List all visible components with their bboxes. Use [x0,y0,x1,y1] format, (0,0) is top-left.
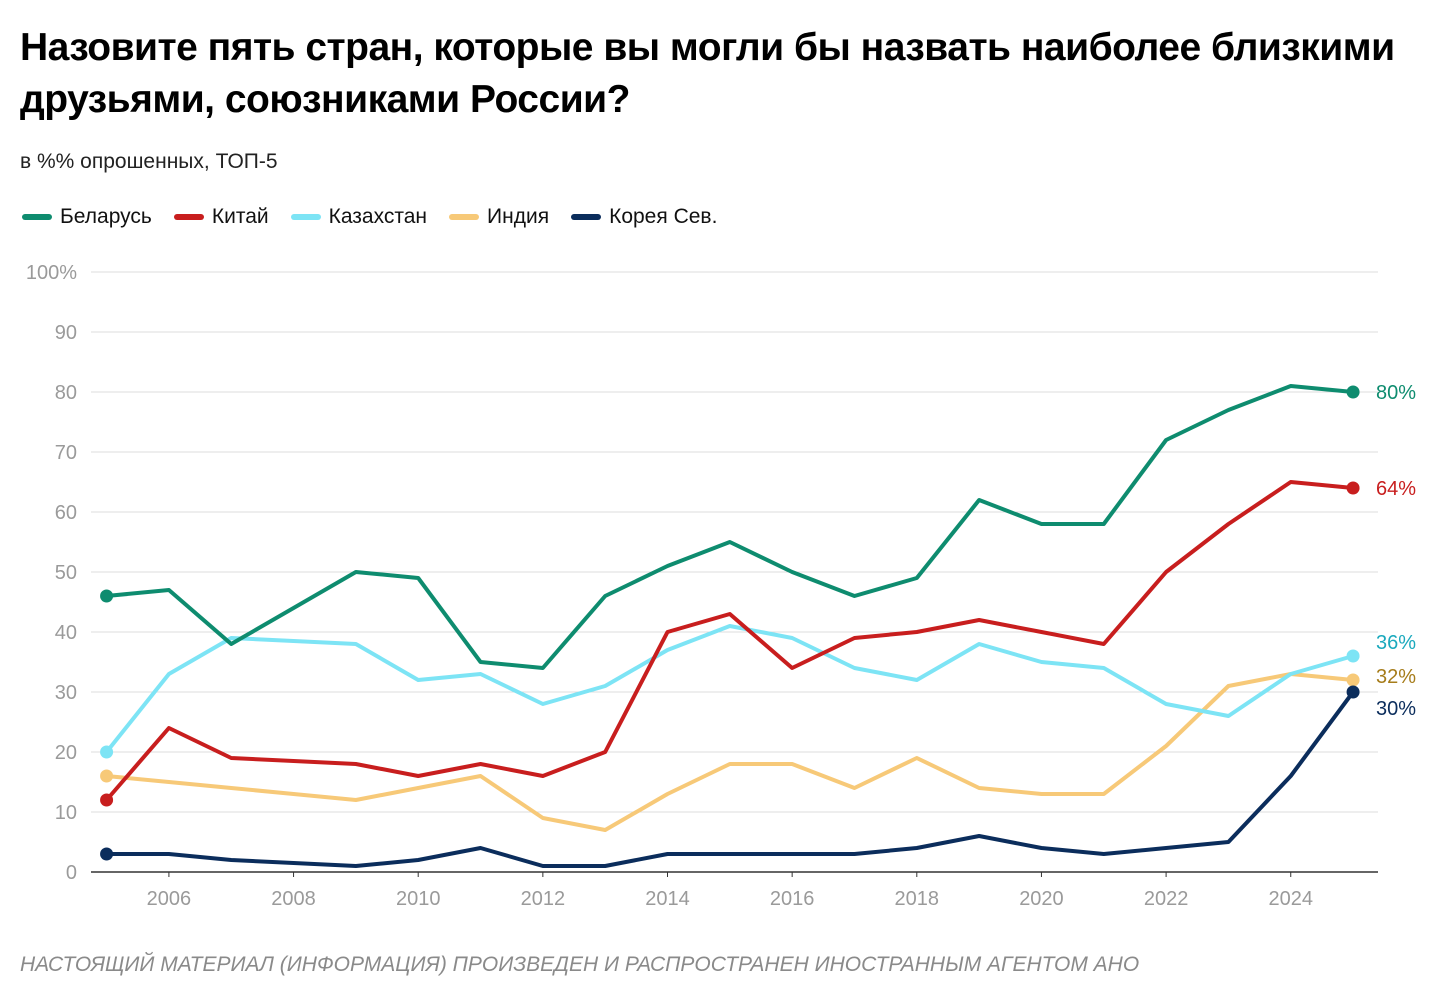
end-label-china: 64% [1376,478,1416,500]
series-line-china [104,480,1356,802]
series-line-india [104,672,1356,832]
line-chart: 0 10 20 30 40 50 60 70 80 90 100% 2006 2008 2010 2012 2… [26,262,1416,910]
x-tick-label: 2014 [645,888,690,910]
y-tick-label: 10 [55,802,77,824]
y-tick-label: 40 [55,622,77,644]
x-tick-label: 2010 [396,888,441,910]
y-tick-label: 20 [55,742,77,764]
legend-label-belarus: Беларусь [60,205,152,228]
legend-item-belarus: Беларусь [22,205,152,229]
legend-swatch-india [449,214,480,220]
end-point-india [1346,673,1360,687]
end-label-belarus: 80% [1376,382,1416,404]
y-tick-label: 60 [55,502,77,524]
x-tick-label: 2022 [1144,888,1189,910]
start-point-china [100,793,114,807]
start-point-north-korea [100,847,114,861]
legend-item-india: Индия [449,205,549,229]
start-point-belarus [100,589,114,603]
end-label-kazakhstan: 36% [1376,632,1416,654]
end-point-belarus [1346,385,1360,399]
legend-label-north-korea: Корея Сев. [609,205,718,228]
y-tick-label: 100% [26,262,77,284]
x-tick-label: 2008 [271,888,316,910]
x-tick-label: 2020 [1019,888,1064,910]
legend-label-india: Индия [487,205,550,228]
legend-item-china: Китай [173,205,269,229]
start-point-kazakhstan [100,745,114,759]
legend-swatch-belarus [22,214,52,220]
end-point-china [1346,481,1360,495]
end-label-north-korea: 30% [1376,698,1416,720]
chart-subtitle: в %% опрошенных, ТОП-5 [20,150,278,173]
legend-label-kazakhstan: Казахстан [328,205,428,228]
y-tick-label: 80 [55,382,77,404]
series-line-belarus [104,384,1356,670]
y-tick-label: 0 [66,862,77,884]
y-tick-label: 90 [55,322,77,344]
legend-swatch-north-korea [571,214,602,220]
y-tick-label: 50 [55,562,77,584]
series-line-kazakhstan [104,624,1356,754]
legend-swatch-china [173,214,204,220]
legend-item-kazakhstan: Казахстан [290,205,428,229]
start-point-india [100,769,114,783]
x-tick-label: 2018 [895,888,940,910]
y-tick-label: 70 [55,442,77,464]
legend-swatch-kazakhstan [290,214,321,220]
end-label-india: 32% [1376,666,1416,688]
y-tick-label: 30 [55,682,77,704]
foreign-agent-disclaimer: НАСТОЯЩИЙ МАТЕРИАЛ (ИНФОРМАЦИЯ) ПРОИЗВЕД… [20,953,1140,976]
x-tick-label: 2016 [770,888,815,910]
legend-label-china: Китай [211,205,269,228]
x-tick-label: 2024 [1268,888,1313,910]
series-line-north-korea [104,690,1356,868]
chart-title: Назовите пять стран, которые вы могли бы… [20,26,1395,121]
x-tick-label: 2006 [147,888,192,910]
x-tick-label: 2012 [521,888,566,910]
legend: Беларусь Китай Казахстан Индия Корея Сев… [22,205,717,229]
end-point-kazakhstan [1346,649,1360,663]
legend-item-north-korea: Корея Сев. [571,205,717,229]
end-point-north-korea [1346,685,1360,699]
